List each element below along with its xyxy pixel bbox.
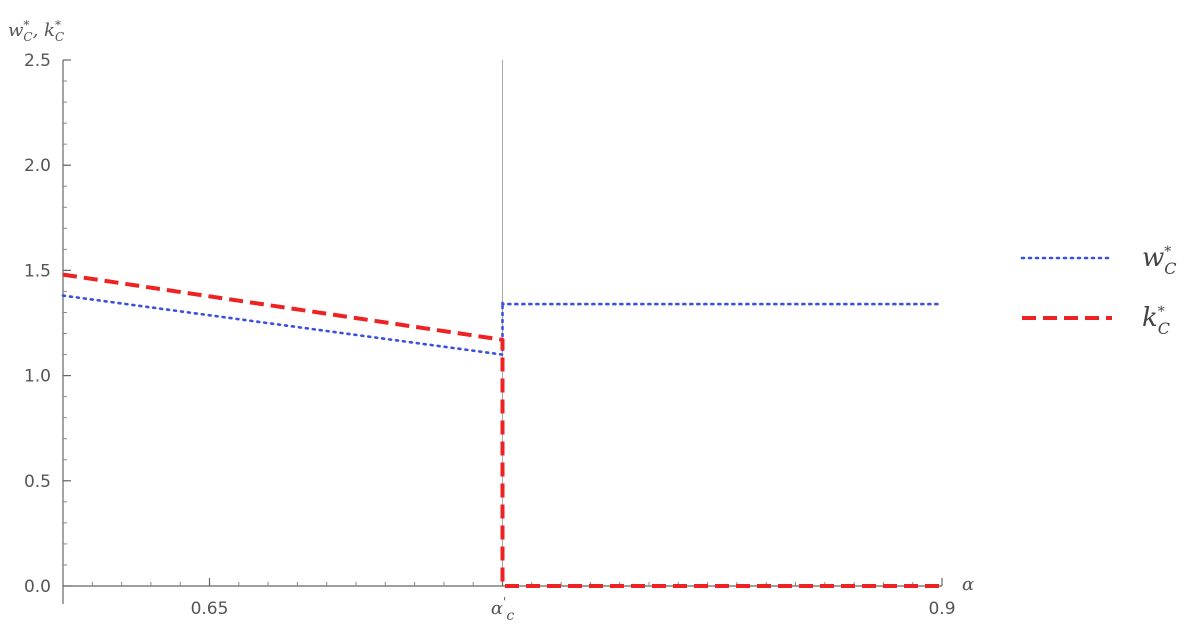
x-tick-label-prime: ' bbox=[503, 595, 506, 609]
x-tick-label: 0.9 bbox=[928, 599, 955, 619]
x-tick-label: 0.65 bbox=[191, 599, 229, 619]
y-axis-title-text: w* C, k* C bbox=[8, 18, 64, 44]
series-line-w bbox=[61, 294, 944, 356]
x-tick-label: α'c bbox=[491, 595, 514, 624]
legend-label-letter: k bbox=[1142, 303, 1158, 333]
ylabel-part-k-sub: C bbox=[55, 30, 64, 44]
y-axis: 0.0 0.5 1.0 1.5 2.0 2.5 bbox=[24, 51, 71, 604]
x-tick-label-alpha: α bbox=[491, 598, 503, 619]
y-tick-label: 0.0 bbox=[24, 577, 51, 597]
x-axis: 0.65 α'c 0.9α bbox=[63, 574, 974, 624]
y-tick-label: 1.5 bbox=[24, 261, 51, 281]
y-axis-title: w* C, k* C bbox=[8, 18, 64, 44]
ylabel-part-w-star: * bbox=[23, 18, 29, 32]
series-layer bbox=[61, 272, 944, 588]
legend-label-w: w* C bbox=[1142, 243, 1177, 278]
legend-label-sub: C bbox=[1158, 319, 1170, 338]
legend-label-sub: C bbox=[1164, 259, 1176, 278]
x-tick-label-sub: c bbox=[506, 608, 514, 624]
series-line-k bbox=[62, 272, 942, 588]
y-tick-label: 2.5 bbox=[24, 51, 51, 71]
x-axis-title: α bbox=[962, 574, 974, 595]
y-tick-label: 0.5 bbox=[24, 472, 51, 492]
ylabel-part-w: w bbox=[8, 20, 24, 41]
ylabel-part-w-sub: C bbox=[23, 30, 32, 44]
ylabel-part-k-star: * bbox=[55, 18, 61, 32]
y-tick-label: 1.0 bbox=[24, 367, 51, 387]
legend-label-letter: w bbox=[1142, 243, 1164, 273]
legend: w* Ck* C bbox=[1020, 243, 1177, 338]
y-tick-label: 2.0 bbox=[24, 156, 51, 176]
ylabel-part-comma: , k bbox=[33, 20, 55, 41]
legend-label-k: k* C bbox=[1142, 303, 1170, 338]
legend-label-star: * bbox=[1164, 244, 1171, 260]
legend-label-star: * bbox=[1158, 304, 1165, 320]
